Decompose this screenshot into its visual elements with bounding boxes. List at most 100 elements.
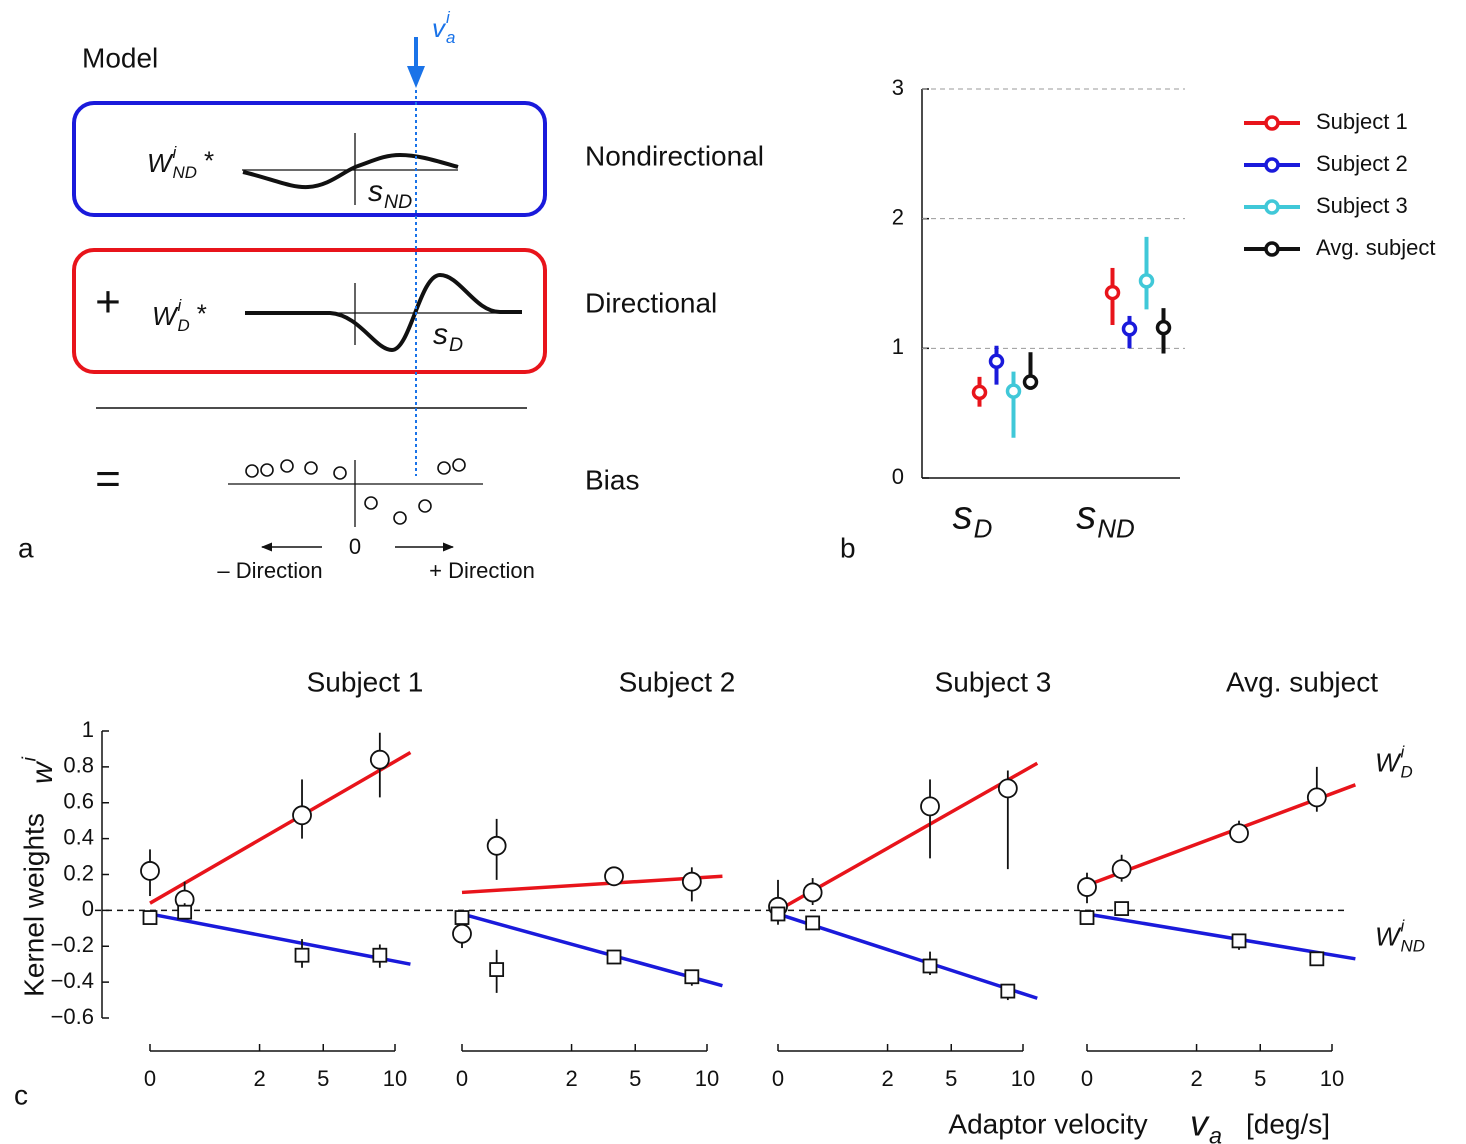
subplot-title: Subject 3	[935, 666, 1052, 697]
y-tick-label: 0	[82, 896, 94, 921]
x-tick-label: 0	[144, 1066, 156, 1091]
x-tick-label: 2	[253, 1066, 265, 1091]
legend-marker	[1264, 199, 1280, 215]
legend-label: Subject 2	[1316, 151, 1408, 176]
row-operator: =	[95, 455, 121, 504]
x-tick-label: 5	[629, 1066, 641, 1091]
x-tick-label: 0	[1081, 1066, 1093, 1091]
math-label: s ND	[1076, 494, 1135, 544]
x-tick-label: 2	[1190, 1066, 1202, 1091]
nd-kernel-curve	[242, 152, 459, 190]
point-square	[294, 947, 310, 963]
legend-label: Subject 1	[1316, 109, 1408, 134]
y-tick-label: 0.6	[63, 789, 94, 814]
point-circle	[997, 778, 1018, 799]
velocity-arrowhead	[407, 66, 425, 88]
point-circle	[292, 805, 312, 826]
math-base: s	[953, 494, 973, 538]
y-tick-label: 3	[892, 75, 904, 100]
fit-line	[461, 874, 723, 895]
point-square	[1114, 901, 1130, 916]
bias-points	[245, 458, 466, 525]
point-circle	[1229, 823, 1249, 844]
point-square	[684, 969, 700, 985]
point-circle	[681, 871, 702, 892]
math-sub: a	[1209, 1123, 1222, 1144]
legend-label: Avg. subject	[1316, 235, 1435, 260]
panel-label: b	[840, 532, 856, 563]
point	[1121, 321, 1138, 337]
panel-label: a	[18, 532, 34, 563]
point	[1104, 284, 1121, 301]
math-sup: i	[178, 296, 183, 315]
y-tick-label: 2	[892, 204, 904, 229]
point-square	[177, 904, 193, 920]
math-sup: i	[446, 8, 451, 27]
y-tick-label: 0	[892, 464, 904, 489]
math-base: W	[152, 301, 179, 331]
point-circle	[140, 861, 160, 881]
math-sub: D	[974, 514, 993, 544]
y-tick-label: −0.6	[51, 1004, 94, 1029]
direction-label: + Direction	[429, 558, 535, 583]
math-base: s	[433, 318, 448, 351]
legend-label: Subject 3	[1316, 193, 1408, 218]
math-sub: ND	[1097, 514, 1135, 544]
directional-box	[72, 248, 547, 374]
fit-line	[149, 912, 411, 966]
panel-label: c	[14, 1079, 28, 1110]
math-label: s ND	[368, 175, 412, 213]
legend-marker	[1264, 115, 1280, 131]
math-base: W	[147, 148, 174, 178]
point-square	[454, 910, 470, 925]
math-sup: i	[19, 756, 41, 761]
y-tick-label: 0.2	[63, 860, 94, 885]
math-sup: i	[173, 143, 178, 162]
math-base: v	[1190, 1103, 1210, 1144]
row-label: Bias	[585, 464, 639, 495]
point-circle	[1077, 877, 1097, 897]
math-op: *	[197, 298, 207, 328]
math-sub: D	[178, 316, 190, 335]
x-tick-label: 5	[1254, 1066, 1266, 1091]
point-circle	[369, 749, 390, 770]
point-circle	[604, 866, 624, 887]
point	[971, 384, 988, 401]
point	[1005, 383, 1022, 399]
point	[1022, 374, 1039, 390]
point-circle	[452, 923, 472, 944]
fit-line	[461, 912, 723, 988]
fit-line	[777, 912, 1038, 1000]
math-sub: ND	[173, 163, 197, 182]
y-tick-label: 0.8	[63, 753, 94, 778]
point-circle	[486, 835, 507, 856]
legend-marker	[1264, 157, 1280, 173]
y-tick-label: 1	[82, 717, 94, 742]
axis-origin: 0	[349, 534, 361, 559]
point	[988, 353, 1005, 370]
point-square	[1231, 933, 1247, 949]
y-tick-label: −0.2	[51, 932, 94, 957]
row-operator: +	[95, 278, 121, 327]
point	[1138, 273, 1155, 289]
x-tick-label: 10	[1011, 1066, 1035, 1091]
math-sub: D	[1401, 763, 1413, 782]
point	[1155, 319, 1172, 336]
math-base: w	[26, 760, 59, 784]
subplot-title: Subject 1	[307, 666, 424, 697]
math-sub: D	[449, 334, 463, 356]
point-circle	[802, 882, 823, 903]
y-axis-label: Kernel weights	[18, 813, 49, 997]
y-tick-label: −0.4	[51, 968, 94, 993]
y-tick-label: 0.4	[63, 824, 94, 849]
point-square	[372, 947, 388, 963]
subplot-title: Avg. subject	[1226, 666, 1378, 697]
x-tick-label: 10	[695, 1066, 719, 1091]
legend-marker	[1264, 241, 1280, 257]
math-base: W	[1375, 748, 1402, 778]
